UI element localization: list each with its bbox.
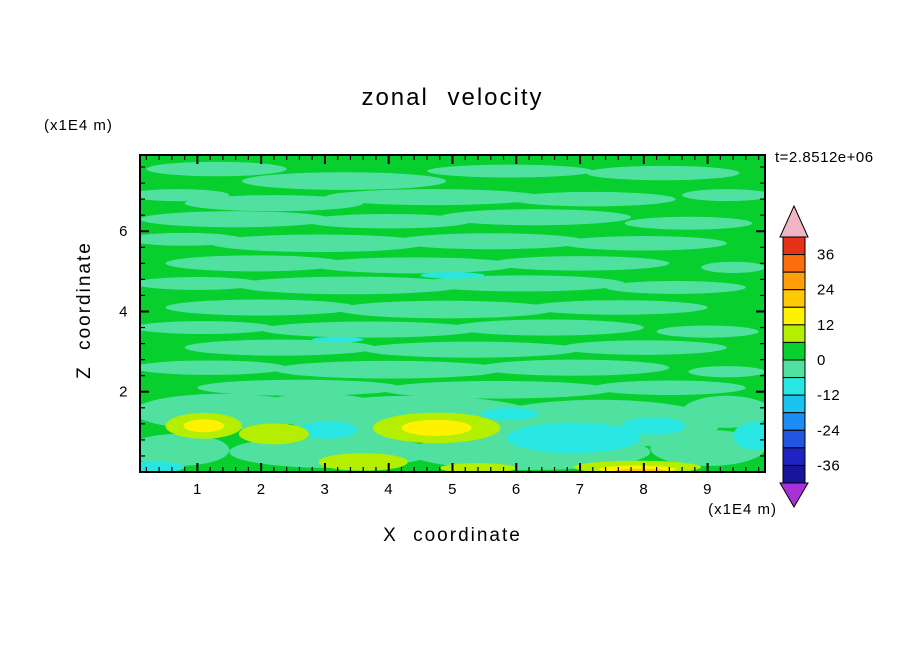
colorbar-band xyxy=(782,254,806,273)
contour-region xyxy=(656,325,759,338)
contour-region xyxy=(439,209,632,226)
contour-region xyxy=(624,216,753,230)
contour-region xyxy=(452,319,644,336)
contour-region xyxy=(261,321,479,338)
colorbar-band xyxy=(782,359,806,379)
colorbar-tick-label: -24 xyxy=(817,422,840,439)
contour-region xyxy=(305,213,472,229)
colorbar-under-arrow xyxy=(779,482,809,508)
time-annotation: t=2.8512e+06 xyxy=(775,149,874,166)
contour-field xyxy=(140,155,765,472)
contour-region xyxy=(242,172,447,190)
contour-region xyxy=(426,164,593,178)
contour-region xyxy=(197,379,402,396)
contour-plot-canvas: 1 2 3 4 5 6 7 8 9 2 4 6 xyxy=(119,154,766,498)
contour-region xyxy=(337,300,555,319)
colorbar-tick-label: -36 xyxy=(817,457,840,474)
y-tick-label: 6 xyxy=(119,223,128,240)
contour-region xyxy=(621,417,686,435)
contour-region xyxy=(299,421,357,439)
contour-region xyxy=(420,272,485,279)
contour-region xyxy=(140,461,185,472)
colorbar-tick-label: -12 xyxy=(817,387,840,404)
contour-region xyxy=(273,360,504,379)
colorbar-band xyxy=(782,412,806,431)
colorbar-band xyxy=(782,377,806,396)
colorbar-band xyxy=(782,306,806,326)
contour-region xyxy=(688,366,765,378)
contour-region xyxy=(733,421,765,450)
contour-region xyxy=(401,419,472,436)
x-tick-label: 6 xyxy=(512,481,521,498)
colorbar-band xyxy=(782,289,806,308)
contour-region xyxy=(140,321,274,334)
contour-region xyxy=(312,336,364,343)
contour-region xyxy=(682,395,765,428)
contour-region xyxy=(324,189,542,206)
contour-region xyxy=(506,422,641,454)
contour-region xyxy=(529,300,708,315)
x-tick-label: 8 xyxy=(639,481,648,498)
contour-region xyxy=(146,161,287,177)
colorbar-band xyxy=(782,447,806,466)
contour-region xyxy=(382,380,612,399)
colorbar-band xyxy=(782,271,806,291)
colorbar-tick-label: 36 xyxy=(817,247,835,264)
colorbar-canvas: 36 24 12 0 -12 -24 -36 xyxy=(779,205,840,508)
contour-region xyxy=(235,276,466,295)
contour-region xyxy=(682,189,765,202)
contour-region xyxy=(140,276,262,290)
chart-title: zonal velocity xyxy=(361,84,544,111)
contour-region xyxy=(183,419,225,433)
contour-region xyxy=(605,280,746,294)
contour-region xyxy=(184,339,376,356)
x-tick-label: 2 xyxy=(257,481,266,498)
colorbar-tick-label: 24 xyxy=(817,282,835,299)
x-tick-label: 4 xyxy=(384,481,393,498)
contour-region xyxy=(363,341,581,358)
colorbar-tick-label: 0 xyxy=(817,352,826,369)
contour-region xyxy=(509,191,676,207)
contour-region xyxy=(395,233,587,250)
y-tick-label: 2 xyxy=(119,384,128,401)
colorbar-band xyxy=(782,429,806,449)
contour-region xyxy=(318,453,408,471)
contour-region xyxy=(490,256,670,271)
contour-region xyxy=(210,234,427,253)
y-axis-unit-label: (x1E4 m) xyxy=(44,117,113,134)
contour-region xyxy=(586,165,740,181)
x-tick-label: 3 xyxy=(321,481,330,498)
colorbar-band xyxy=(782,464,806,484)
x-axis-title: X coordinate xyxy=(383,525,522,546)
x-tick-label: 9 xyxy=(703,481,712,498)
colorbar-band xyxy=(782,341,806,361)
y-tick-label: 4 xyxy=(119,303,128,320)
contour-region xyxy=(238,423,310,445)
contour-region xyxy=(420,275,625,292)
x-tick-label: 7 xyxy=(576,481,585,498)
colorbar-band xyxy=(782,324,806,343)
colorbar-over-arrow xyxy=(779,205,809,238)
contour-region xyxy=(560,236,727,251)
colorbar-tick-label: 12 xyxy=(817,317,835,334)
colorbar-band xyxy=(782,394,806,414)
contour-region xyxy=(254,393,383,422)
contour-region xyxy=(165,299,357,316)
contour-region xyxy=(560,340,727,355)
contour-region xyxy=(312,257,517,274)
contour-region xyxy=(165,255,345,272)
colorbar-band xyxy=(782,236,806,256)
contour-region xyxy=(184,195,364,212)
contour-region xyxy=(701,261,765,273)
x-axis-unit-label: (x1E4 m) xyxy=(708,501,777,518)
contour-region xyxy=(478,359,670,376)
contour-region xyxy=(140,211,332,228)
contour-region xyxy=(481,407,539,420)
contour-region xyxy=(140,360,287,375)
x-tick-label: 5 xyxy=(448,481,457,498)
contour-region xyxy=(592,380,746,395)
contour-region xyxy=(140,433,230,466)
x-tick-label: 1 xyxy=(193,481,202,498)
